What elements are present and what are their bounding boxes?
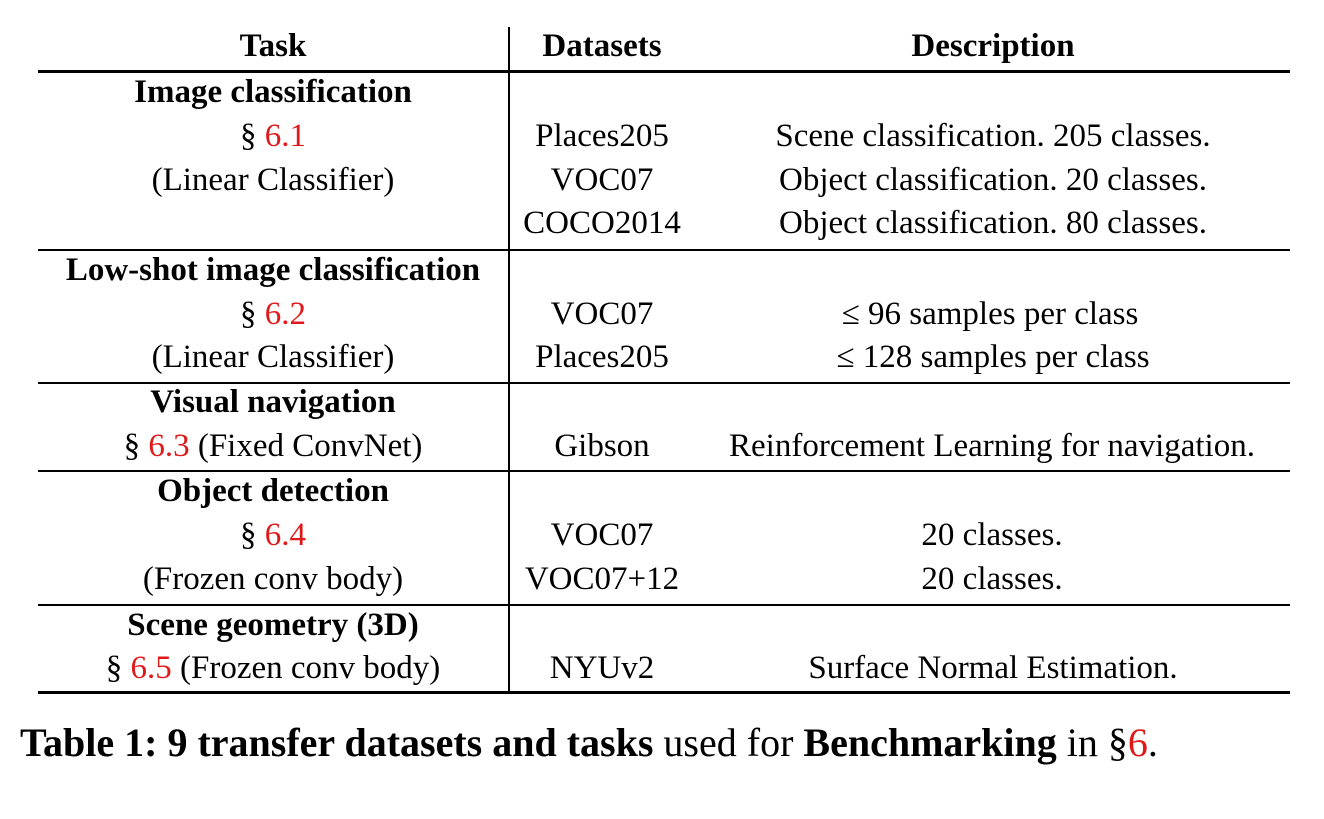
task-note: (Linear Classifier) (151, 339, 395, 375)
dataset-cell: VOC07 (550, 162, 654, 198)
task-note: (Frozen conv body) (179, 650, 441, 686)
description-cell: Scene classification. 205 classes. (775, 118, 1211, 154)
description-cell: ≤ 96 samples per class (841, 296, 1139, 332)
section-link[interactable]: 6.2 (264, 296, 306, 332)
group-divider-1 (38, 249, 1290, 251)
section-ref-line: § 6.1 (240, 117, 306, 155)
task-note: (Frozen conv body) (142, 561, 404, 597)
section-symbol: § (123, 428, 141, 464)
dataset-cell: COCO2014 (523, 205, 681, 241)
description-cell: Reinforcement Learning for navigation. (729, 428, 1255, 464)
description-cell: Surface Normal Estimation. (808, 650, 1178, 686)
caption-bold-phrase: 9 transfer datasets and tasks (167, 720, 654, 765)
column-separator (508, 27, 510, 693)
dataset-cell: Places205 (535, 118, 669, 154)
table-caption: Table 1: 9 transfer datasets and tasks u… (20, 720, 1158, 766)
group-divider-3 (38, 470, 1290, 472)
section-symbol: § (105, 650, 123, 686)
section-symbol: § (240, 517, 257, 553)
dataset-cell: VOC07 (550, 517, 654, 553)
dataset-cell: Gibson (554, 428, 650, 464)
description-cell: Object classification. 80 classes. (779, 205, 1207, 241)
caption-section-link[interactable]: 6 (1127, 720, 1148, 765)
description-cell: 20 classes. (921, 561, 1063, 597)
task-title: Image classification (134, 74, 412, 110)
group-divider-2 (38, 382, 1290, 384)
task-title: Object detection (157, 473, 389, 509)
description-cell: Object classification. 20 classes. (779, 162, 1207, 198)
section-ref-line: § 6.3 (Fixed ConvNet) (124, 427, 423, 465)
task-title: Low-shot image classification (65, 252, 481, 288)
header-description: Description (911, 28, 1075, 64)
section-symbol: § (240, 118, 257, 154)
task-note: (Linear Classifier) (151, 162, 395, 198)
caption-section-symbol: § (1107, 720, 1128, 765)
section-ref-line: § 6.4 (240, 516, 306, 554)
section-link[interactable]: 6.3 (148, 428, 190, 464)
header-datasets: Datasets (542, 28, 662, 64)
section-ref-line: § 6.5 (Frozen conv body) (106, 649, 441, 687)
dataset-cell: VOC07+12 (524, 561, 680, 597)
task-title: Visual navigation (150, 384, 396, 420)
section-link[interactable]: 6.5 (130, 650, 172, 686)
section-ref-line: § 6.2 (240, 295, 306, 333)
task-note: (Fixed ConvNet) (197, 428, 423, 464)
caption-bold-word: Benchmarking (803, 720, 1057, 765)
section-symbol: § (240, 296, 257, 332)
dataset-cell: NYUv2 (549, 650, 655, 686)
header-task: Task (239, 28, 307, 64)
caption-period: . (1147, 720, 1158, 765)
dataset-cell: Places205 (535, 339, 669, 375)
caption-text-tail: in (1066, 720, 1098, 765)
task-title: Scene geometry (3D) (127, 607, 419, 643)
section-link[interactable]: 6.4 (264, 517, 306, 553)
bottom-rule (38, 691, 1290, 694)
section-link[interactable]: 6.1 (264, 118, 306, 154)
top-rule-under-header (38, 70, 1290, 73)
description-cell: ≤ 128 samples per class (836, 339, 1150, 375)
description-cell: 20 classes. (921, 517, 1063, 553)
caption-text: used for (663, 720, 794, 765)
caption-label: Table 1: (20, 720, 158, 765)
dataset-cell: VOC07 (550, 296, 654, 332)
group-divider-4 (38, 604, 1290, 606)
